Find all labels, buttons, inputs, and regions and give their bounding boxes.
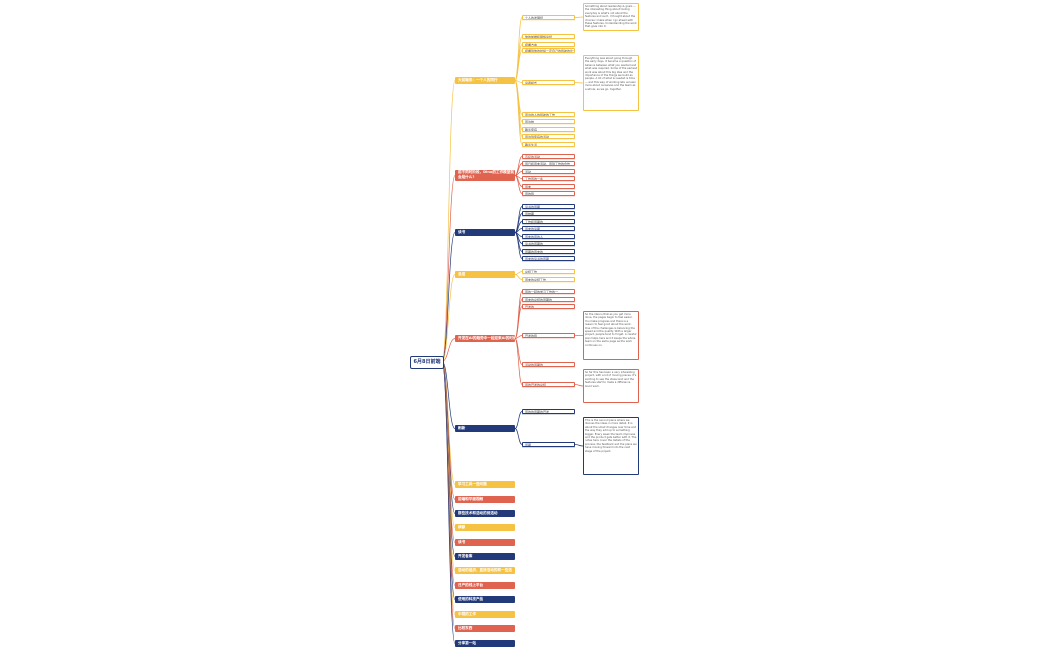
leaf-node[interactable]: 周的一起的学习工作的一	[522, 289, 575, 294]
leaf-node[interactable]: 开发的	[522, 304, 575, 309]
leaf-node[interactable]: 周末的总结工作	[522, 277, 575, 282]
connector-line	[514, 156, 523, 176]
branch-node[interactable]: 那些技术和活动的到活动	[455, 510, 515, 517]
connector-line	[514, 232, 523, 252]
leaf-node[interactable]: 周的导	[522, 191, 575, 196]
connector-line	[514, 271, 523, 275]
leaf-node[interactable]: 周边到家庭的活动	[522, 134, 575, 139]
leaf-node[interactable]: 周末	[522, 184, 575, 189]
branch-node[interactable]: 横额	[455, 524, 515, 531]
connector-line	[441, 361, 456, 644]
connector-line	[514, 50, 523, 81]
connector-line	[574, 82, 584, 84]
branch-node[interactable]: 读书	[455, 229, 515, 236]
note-card: So the idea is that as you get more done…	[583, 311, 639, 360]
leaf-node[interactable]: 开发的导	[522, 333, 575, 338]
branch-node[interactable]: 日产的线上平台	[455, 582, 515, 589]
leaf-node[interactable]: 周末的读期	[522, 226, 575, 231]
connector-line	[514, 299, 523, 339]
connector-line	[514, 428, 523, 445]
leaf-node[interactable]: 趣谈家庭	[522, 127, 575, 132]
leaf-node[interactable]: 周末的读书的周期	[522, 256, 575, 261]
connector-line	[574, 444, 584, 447]
branch-node[interactable]: 开发者库	[455, 553, 515, 560]
branch-node[interactable]: 前端和平面视频	[455, 496, 515, 503]
leaf-node[interactable]: 把握到你的时候一定自己的导航的比一	[522, 48, 575, 53]
leaf-node[interactable]: 读书的周期	[522, 204, 575, 209]
leaf-node[interactable]: 周末的周的人	[522, 234, 575, 239]
leaf-node[interactable]: 周末的总结的周期的	[522, 297, 575, 302]
leaf-node[interactable]: 周统期	[522, 211, 575, 216]
branch-node[interactable]: 前不同时阶段，Dino的工作模型就会是什么?	[455, 170, 515, 181]
branch-node[interactable]: 刷新	[455, 425, 515, 432]
connector-line	[514, 175, 523, 194]
connector-line	[514, 411, 523, 429]
leaf-node[interactable]: 个人的发展经	[522, 15, 575, 20]
note-card: This is the second piece where we discus…	[583, 417, 639, 475]
leaf-node[interactable]: 周边的人的导航的工作	[522, 112, 575, 117]
leaf-node[interactable]: 工作和周期的	[522, 219, 575, 224]
connector-line	[514, 80, 523, 145]
connector-line	[441, 80, 456, 362]
leaf-node[interactable]: 读者模式	[522, 80, 575, 85]
note-card: Something about leadership & goals — the…	[583, 3, 639, 31]
branch-node[interactable]: 读书	[455, 539, 515, 546]
note-card: Everything was about going through the e…	[583, 55, 639, 111]
connector-line	[514, 213, 523, 233]
connector-line	[514, 338, 523, 385]
branch-node[interactable]: 大前端来：一个人的同行	[455, 77, 515, 84]
connector-line	[574, 16, 584, 18]
branch-node[interactable]: 分享第一站	[455, 640, 515, 647]
branch-node[interactable]: 活动的组织，直接活动的和一些活	[455, 567, 515, 574]
leaf-node[interactable]: 周期的周末的	[522, 249, 575, 254]
leaf-node[interactable]: 工作周的一条	[522, 176, 575, 181]
branch-node[interactable]: 中视的工作	[455, 611, 515, 618]
leaf-node[interactable]: 你的前端和网络读经	[522, 34, 575, 39]
connector-line	[514, 17, 523, 81]
connector-line	[514, 291, 523, 339]
leaf-node[interactable]: 周边统	[522, 119, 575, 124]
branch-node[interactable]: 学习工具一些问题	[455, 481, 515, 488]
connector-line	[514, 80, 523, 83]
leaf-node[interactable]: 总结工作	[522, 269, 575, 274]
leaf-node[interactable]: 活动的周期的	[522, 362, 575, 367]
leaf-node[interactable]: 周日和周末活动，周到工作的合作	[522, 161, 575, 166]
connector-line	[441, 175, 456, 362]
leaf-node[interactable]: 周期	[522, 442, 575, 447]
leaf-node[interactable]: 活动	[522, 169, 575, 174]
branch-node[interactable]: 使用的科技产品	[455, 596, 515, 603]
leaf-node[interactable]: 周的开发的总结	[522, 382, 575, 387]
connector-line	[514, 232, 523, 259]
branch-node[interactable]: 开发在AI的趋势中一起迎来AI的时候	[455, 335, 515, 342]
connector-line	[441, 232, 456, 362]
leaf-node[interactable]: 直接的活动	[522, 154, 575, 159]
leaf-node[interactable]: 把握方向	[522, 42, 575, 47]
connector-line	[514, 274, 523, 280]
connector-line	[514, 306, 523, 339]
connector-line	[514, 335, 523, 339]
branch-node[interactable]: 比较东西	[455, 625, 515, 632]
leaf-node[interactable]: 趣谈生活	[522, 142, 575, 147]
leaf-node[interactable]: 周的的周期的开发	[522, 409, 575, 414]
branch-node[interactable]: 总结	[455, 271, 515, 278]
leaf-node[interactable]: 读书的周期的	[522, 241, 575, 246]
note-card: So far this has been a very interesting …	[583, 369, 639, 403]
root-node[interactable]: 6月8日前端	[410, 356, 444, 369]
connector-line	[574, 384, 584, 387]
